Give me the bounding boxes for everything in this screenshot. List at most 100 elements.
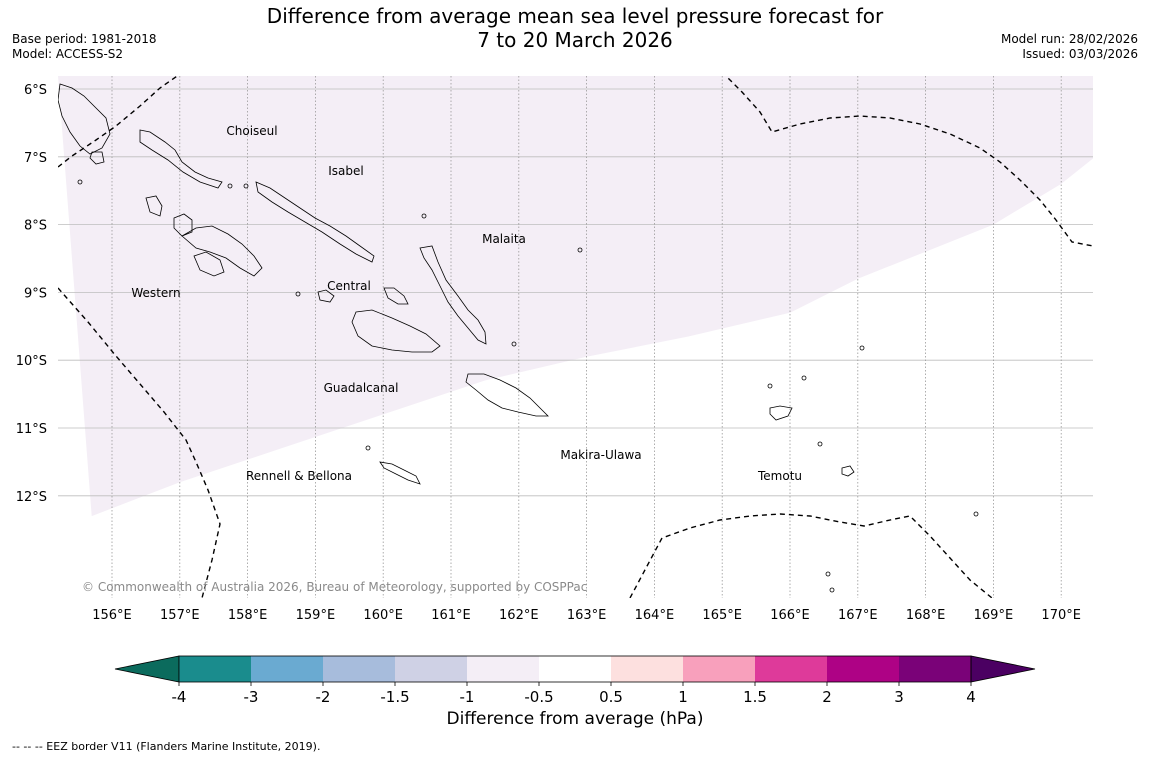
lat-tick-label: 7°S xyxy=(24,151,47,166)
region-label: Isabel xyxy=(328,164,363,178)
colorbar-tick-label: -0.5 xyxy=(524,688,553,706)
islet-outline xyxy=(295,291,301,297)
lon-tick-label: 167°E xyxy=(838,608,878,623)
colorbar-tick-label: -1 xyxy=(460,688,475,706)
region-label: Temotu xyxy=(757,469,802,483)
colorbar-segment xyxy=(539,656,611,682)
eez-border-line xyxy=(58,76,179,168)
colorbar-segment xyxy=(323,656,395,682)
lon-tick-label: 161°E xyxy=(431,608,471,623)
colorbar-tick-label: 1.5 xyxy=(743,688,767,706)
island-outline xyxy=(181,225,263,277)
region-label: Central xyxy=(327,279,371,293)
island-outline xyxy=(139,129,223,189)
model-text: Model: ACCESS-S2 xyxy=(12,47,124,61)
lon-tick-label: 164°E xyxy=(635,608,675,623)
map-title: Difference from average mean sea level p… xyxy=(0,4,1150,52)
title-line-2: 7 to 20 March 2026 xyxy=(477,28,673,52)
lon-tick-label: 169°E xyxy=(974,608,1014,623)
island-outline xyxy=(841,465,855,477)
colorbar-segment xyxy=(395,656,467,682)
island-outline xyxy=(379,461,421,485)
colorbar-tick-label: -3 xyxy=(244,688,259,706)
lat-tick-label: 9°S xyxy=(24,286,47,301)
colorbar-segment xyxy=(611,656,683,682)
islet-outline xyxy=(767,383,773,389)
colorbar: -4 -3 -2 -1.5 -1 -0.5 0.5 1 1.5 2 3 4 xyxy=(114,655,1036,706)
colorbar-tick-label: 1 xyxy=(678,688,688,706)
region-label: Western xyxy=(131,286,180,300)
region-label: Choiseul xyxy=(226,124,277,138)
colorbar-under-arrow xyxy=(114,655,180,683)
colorbar-title: Difference from average (hPa) xyxy=(446,709,704,729)
copyright-text: © Commonwealth of Australia 2026, Bureau… xyxy=(82,580,588,594)
meta-left: Base period: 1981-2018 Model: ACCESS-S2 xyxy=(12,32,157,62)
meta-right: Model run: 28/02/2026 Issued: 03/03/2026 xyxy=(1001,32,1138,62)
colorbar-segment xyxy=(683,656,755,682)
region-label: Guadalcanal xyxy=(324,381,399,395)
island-outline xyxy=(351,309,441,353)
island-outline xyxy=(317,289,335,303)
eez-footnote: -- -- -- EEZ border V11 (Flanders Marine… xyxy=(12,740,321,753)
lon-tick-label: 160°E xyxy=(363,608,403,623)
region-label: Makira-Ulawa xyxy=(560,448,641,462)
island-outline xyxy=(383,287,409,305)
region-label: Malaita xyxy=(482,232,526,246)
island-outline xyxy=(89,151,105,165)
lon-tick-label: 170°E xyxy=(1041,608,1081,623)
colorbar-tick-label: -2 xyxy=(316,688,331,706)
colorbar-frame xyxy=(178,655,972,683)
anomaly-fill-region xyxy=(58,76,1093,517)
island-outline xyxy=(58,83,111,155)
colorbar-tick-label: -1.5 xyxy=(380,688,409,706)
island-outline xyxy=(145,195,163,217)
colorbar-tick-label: 0.5 xyxy=(599,688,623,706)
lat-tick-label: 12°S xyxy=(16,490,47,505)
issued-text: Issued: 03/03/2026 xyxy=(1022,47,1138,61)
colorbar-segment xyxy=(179,656,251,682)
lat-tick-label: 11°S xyxy=(16,422,47,437)
islet-outline xyxy=(859,345,865,351)
islet-outline xyxy=(577,247,583,253)
islet-outline xyxy=(227,183,233,189)
map-content: Choiseul Isabel Malaita Western Central Guada… xyxy=(58,76,1093,598)
lon-tick-label: 156°E xyxy=(92,608,132,623)
colorbar-segment xyxy=(827,656,899,682)
colorbar-segment xyxy=(899,656,971,682)
island-outline xyxy=(465,373,549,417)
lon-tick-label: 162°E xyxy=(499,608,539,623)
lat-tick-label: 10°S xyxy=(16,354,47,369)
colorbar-segment xyxy=(755,656,827,682)
lon-tick-label: 165°E xyxy=(702,608,742,623)
eez-border-line xyxy=(629,513,993,598)
colorbar-tick-label: 4 xyxy=(966,688,976,706)
islet-outline xyxy=(511,341,517,347)
island-outline xyxy=(193,251,225,277)
axis-labels: 6°S 7°S 8°S 9°S 10°S 11°S 12°S 156°E 157°E 158°E 1… xyxy=(16,83,1081,623)
title-line-1: Difference from average mean sea level p… xyxy=(266,4,884,28)
islet-outline xyxy=(817,441,823,447)
colorbar-tick-label: 3 xyxy=(894,688,904,706)
lat-tick-label: 6°S xyxy=(24,83,47,98)
islet-outline xyxy=(801,375,807,381)
islet-outline xyxy=(421,213,427,219)
colorbar-segment xyxy=(467,656,539,682)
island-outline xyxy=(255,181,375,263)
lon-tick-label: 168°E xyxy=(906,608,946,623)
eez-border-line xyxy=(58,287,221,598)
model-run-text: Model run: 28/02/2026 xyxy=(1000,32,1138,46)
colorbar-segment xyxy=(251,656,323,682)
region-label: Rennell & Bellona xyxy=(246,469,352,483)
lon-tick-label: 166°E xyxy=(770,608,810,623)
island-outline xyxy=(173,213,193,237)
lon-tick-label: 158°E xyxy=(228,608,268,623)
colorbar-tick-label: -4 xyxy=(172,688,187,706)
lat-tick-label: 8°S xyxy=(24,219,47,234)
lon-tick-label: 163°E xyxy=(567,608,607,623)
islet-outline xyxy=(973,511,979,517)
islet-outline xyxy=(365,445,371,451)
map-panel: Choiseul Isabel Malaita Western Central Guada… xyxy=(58,76,1093,598)
lon-tick-label: 157°E xyxy=(160,608,200,623)
base-period-text: Base period: 1981-2018 xyxy=(12,32,157,46)
